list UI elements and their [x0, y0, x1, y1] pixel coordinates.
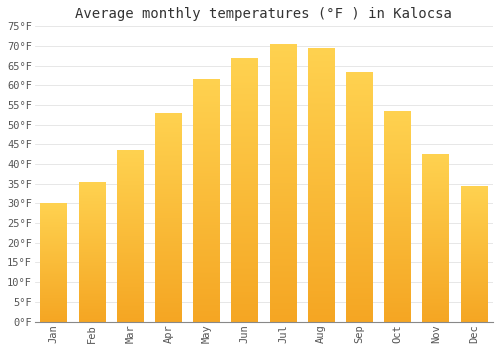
- Title: Average monthly temperatures (°F ) in Kalocsa: Average monthly temperatures (°F ) in Ka…: [76, 7, 452, 21]
- Bar: [193, 79, 220, 322]
- Bar: [346, 71, 372, 322]
- Bar: [40, 203, 67, 322]
- Bar: [384, 111, 411, 322]
- Bar: [232, 58, 258, 322]
- Bar: [308, 48, 334, 322]
- Bar: [460, 186, 487, 322]
- Bar: [78, 182, 106, 322]
- Bar: [155, 113, 182, 322]
- Bar: [422, 154, 449, 322]
- Bar: [117, 150, 143, 322]
- Bar: [270, 44, 296, 322]
